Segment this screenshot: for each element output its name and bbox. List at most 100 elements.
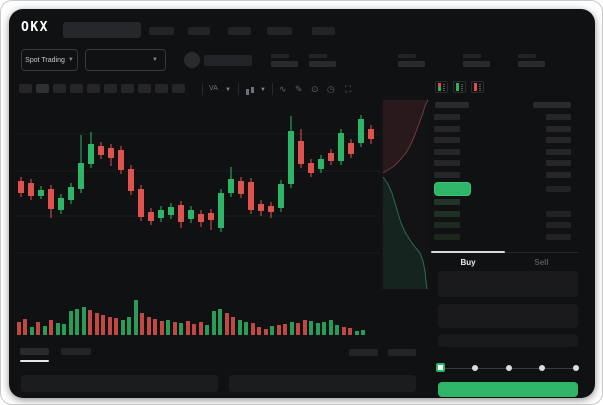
bid-price-placeholder[interactable] <box>434 199 460 205</box>
buy-tab[interactable]: Buy <box>460 258 476 267</box>
candle-body <box>158 210 164 218</box>
bottom-tab-history[interactable] <box>61 348 91 355</box>
volume-bar <box>251 323 255 335</box>
market-type-dropdown[interactable]: Spot Trading ▼ <box>21 49 78 71</box>
draw-pencil-icon[interactable]: ✎ <box>295 84 303 94</box>
candle-body <box>218 193 224 228</box>
candle-body <box>108 148 114 158</box>
ask-amount-placeholder <box>546 125 571 132</box>
interval-button[interactable] <box>172 84 185 93</box>
pair-dropdown[interactable]: ▼ <box>85 49 166 71</box>
chevron-down-icon: ▼ <box>152 57 158 63</box>
bottom-action-placeholder[interactable] <box>388 349 416 356</box>
history-clock-icon[interactable]: ◷ <box>327 84 335 94</box>
orderbook-layout-combined-icon[interactable] <box>435 81 448 93</box>
chevron-down-icon[interactable]: ▼ <box>225 87 231 93</box>
candle-body <box>18 181 24 193</box>
depth-asks-area <box>383 100 428 173</box>
ask-price-placeholder[interactable] <box>434 171 460 178</box>
candle-body <box>138 189 144 217</box>
volume-bar <box>49 320 53 335</box>
candle-body <box>338 133 344 161</box>
nav-item[interactable] <box>228 27 251 35</box>
volume-bar <box>192 324 196 335</box>
ask-price-placeholder[interactable] <box>434 114 460 120</box>
ask-price-placeholder[interactable] <box>434 160 460 166</box>
sell-tab[interactable]: Sell <box>534 258 549 267</box>
stat-label-placeholder <box>271 54 289 58</box>
candle-body <box>328 153 334 161</box>
stat-value-placeholder <box>463 61 490 67</box>
candle-body <box>238 181 244 194</box>
interval-button[interactable] <box>121 84 134 93</box>
slider-stop[interactable] <box>471 365 478 371</box>
chevron-down-icon[interactable]: ▼ <box>260 87 266 93</box>
bid-price-placeholder[interactable] <box>434 222 460 228</box>
candle-body <box>268 206 274 212</box>
price-chart[interactable] <box>15 97 431 343</box>
last-price-bar[interactable] <box>435 183 470 195</box>
nav-item[interactable] <box>267 27 292 35</box>
bottom-action-placeholder[interactable] <box>349 349 378 356</box>
candle-body <box>48 189 54 209</box>
price-scale-dropdown[interactable]: VA <box>209 85 218 92</box>
slider-stop[interactable] <box>505 365 512 371</box>
slider-stop[interactable] <box>539 365 546 371</box>
candle-body <box>278 184 284 208</box>
interval-button[interactable] <box>87 84 100 93</box>
slider-handle[interactable] <box>436 363 445 372</box>
slider-stop[interactable] <box>573 365 579 371</box>
interval-button[interactable] <box>53 84 66 93</box>
orderbook-layout-bids-icon[interactable] <box>453 81 466 93</box>
fullscreen-icon[interactable]: ⛶ <box>345 84 352 94</box>
candle-body <box>178 205 184 222</box>
interval-button[interactable] <box>36 84 49 93</box>
bid-price-placeholder[interactable] <box>434 210 460 217</box>
bottom-panel <box>21 375 218 392</box>
interval-button[interactable] <box>104 84 117 93</box>
volume-bar <box>296 323 300 335</box>
nav-item[interactable] <box>188 27 210 35</box>
ask-price-placeholder[interactable] <box>434 125 460 132</box>
buy-submit-button[interactable] <box>438 382 578 397</box>
stat-label-placeholder <box>463 54 481 58</box>
interval-button[interactable] <box>138 84 151 93</box>
interval-button[interactable] <box>19 84 32 93</box>
candle-body <box>58 198 64 210</box>
candle-body <box>208 213 214 220</box>
candle-body <box>248 182 254 210</box>
search-input[interactable] <box>63 22 141 38</box>
indicator-wave-icon[interactable]: ∿ <box>279 84 287 94</box>
orderbook-layout-asks-icon[interactable] <box>471 81 484 93</box>
active-tab-indicator <box>431 251 505 253</box>
ask-price-placeholder[interactable] <box>434 148 460 155</box>
bid-price-placeholder[interactable] <box>434 233 460 240</box>
bottom-tab-orders[interactable] <box>20 348 49 355</box>
volume-bar <box>283 324 287 335</box>
volume-bar <box>290 322 294 335</box>
chevron-down-icon: ▼ <box>67 57 74 63</box>
ask-price-placeholder[interactable] <box>434 137 460 143</box>
nav-item[interactable] <box>312 27 335 35</box>
volume-bar <box>257 327 261 335</box>
volume-bar <box>17 322 21 335</box>
interval-button[interactable] <box>70 84 83 93</box>
stat-value-placeholder <box>271 61 298 67</box>
bid-amount-placeholder <box>546 233 571 240</box>
order-total-field[interactable] <box>438 334 578 347</box>
order-amount-field[interactable] <box>438 304 578 328</box>
volume-bar <box>134 300 138 335</box>
bid-amount-placeholder <box>546 210 571 217</box>
pair-name-placeholder[interactable] <box>204 55 252 66</box>
volume-bar <box>127 317 131 335</box>
candle-body <box>348 143 354 154</box>
depth-bids-area <box>383 177 427 289</box>
nav-item[interactable] <box>149 27 174 35</box>
volume-bar <box>212 311 216 335</box>
interval-button[interactable] <box>155 84 168 93</box>
volume-bar <box>238 320 242 335</box>
chart-type-dropdown[interactable] <box>245 84 255 95</box>
screenshot-camera-icon[interactable]: ⊙ <box>311 84 319 94</box>
order-price-field[interactable] <box>438 271 578 297</box>
market-type-label: Spot Trading <box>25 56 65 64</box>
